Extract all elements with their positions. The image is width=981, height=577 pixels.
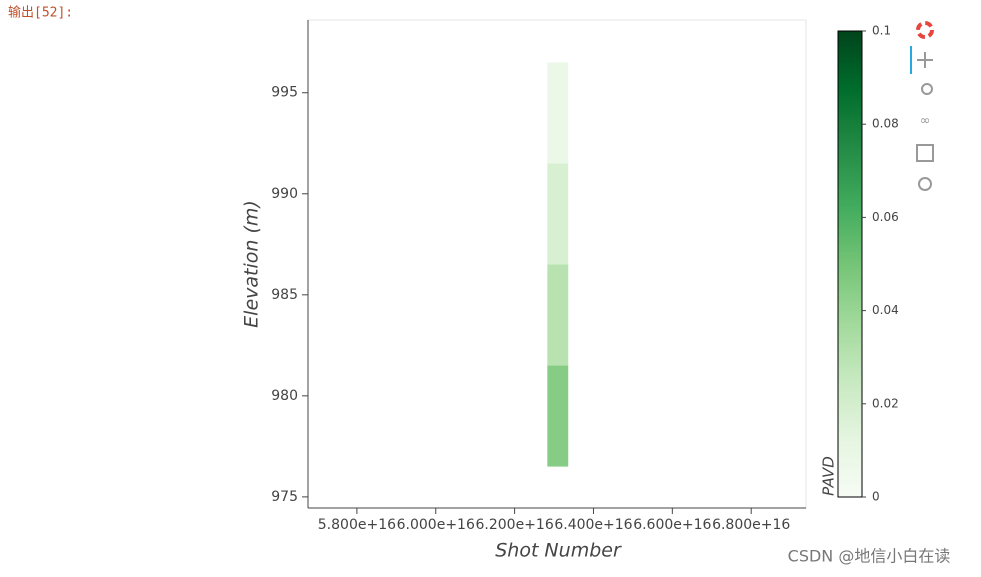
y-tick-label: 985 [271, 287, 298, 303]
colorbar-tick-label: 0.02 [872, 396, 899, 410]
wheel-zoom-tool[interactable]: ∞ [920, 114, 931, 129]
x-tick-label: 6.000e+16 [397, 517, 475, 533]
x-tick-label: 5.800e+16 [318, 517, 396, 533]
watermark: CSDN @地信小白在读 [788, 547, 951, 566]
heatmap-cell [547, 264, 569, 366]
colorbar-label: PAVD [820, 456, 838, 496]
colorbar-tick-label: 0.1 [872, 24, 891, 38]
save-tool[interactable] [916, 144, 934, 162]
colorbar-tick-label: 0 [872, 490, 880, 504]
colorbar [837, 30, 863, 498]
y-tick-label: 980 [271, 388, 298, 404]
reset-tool[interactable] [918, 177, 932, 191]
colorbar-tick-label: 0.06 [872, 210, 899, 224]
y-tick-label: 995 [271, 85, 298, 101]
x-tick-label: 6.800e+16 [712, 517, 790, 533]
bokeh-logo[interactable] [916, 21, 934, 39]
toolbar: ∞ [910, 21, 934, 191]
colorbar-tick-label: 0.04 [872, 303, 899, 317]
x-axis-label: Shot Number [495, 540, 622, 562]
x-tick-label: 6.200e+16 [475, 517, 553, 533]
y-tick-label: 990 [271, 186, 298, 202]
box-zoom-tool[interactable] [921, 83, 933, 95]
heatmap-cell [547, 62, 569, 164]
colorbar-tick-label: 0.08 [872, 117, 899, 131]
x-tick-label: 6.600e+16 [633, 517, 711, 533]
heatmap-cell [547, 163, 569, 265]
x-tick-label: 6.400e+16 [554, 517, 632, 533]
y-axis-label: Elevation (m) [241, 200, 263, 328]
pan-tool[interactable] [917, 52, 933, 68]
heatmap-cell [547, 365, 569, 467]
y-tick-label: 975 [271, 489, 298, 505]
output-prompt: 输出[52]: [8, 5, 73, 21]
